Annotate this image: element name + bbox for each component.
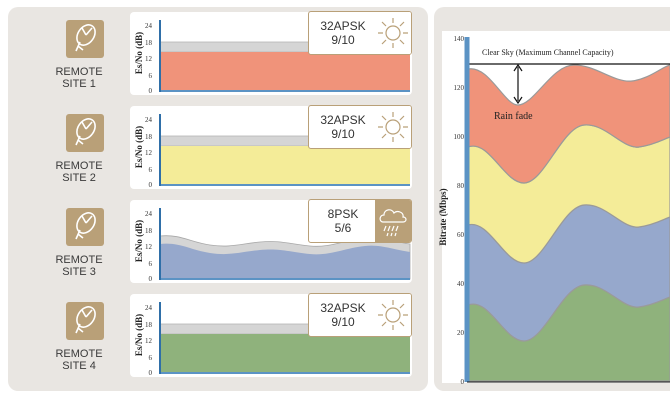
remote-site-1: REMOTE SITE 1 Es/No (dB) 24 18 12 6 0 32A… <box>55 11 420 100</box>
site-label: REMOTE SITE 1 <box>55 66 103 90</box>
ytick: 80 <box>457 182 465 190</box>
esno-plot <box>159 114 411 186</box>
ytick: 12 <box>145 149 152 157</box>
ytick: 18 <box>145 133 152 141</box>
esno-chart-site-3: Es/No (dB) 24 18 12 6 0 8PSK 5/6 <box>130 199 412 283</box>
modcod-text: 8PSK 5/6 <box>327 207 359 235</box>
rain-fade-annotation: Rain fade <box>494 111 533 122</box>
modcod-card: 32APSK 9/10 <box>308 105 412 149</box>
satellite-dish-icon <box>66 302 104 340</box>
ytick: 24 <box>145 22 152 30</box>
ytick: 6 <box>148 260 153 268</box>
modcod-card: 32APSK 9/10 <box>308 293 412 337</box>
ytick: 12 <box>145 337 152 345</box>
modcod-text: 32APSK 9/10 <box>320 113 366 141</box>
site-label: REMOTE SITE 2 <box>55 160 103 184</box>
esno-chart-site-4: Es/No (dB) 24 18 12 6 0 32APSK 9/10 <box>130 293 412 377</box>
sun-icon <box>375 106 411 148</box>
esno-plot <box>159 20 411 92</box>
ytick: 12 <box>145 243 152 251</box>
ytick: 0 <box>461 378 465 386</box>
ytick: 6 <box>148 166 153 174</box>
satellite-dish-icon <box>66 20 104 58</box>
ytick: 40 <box>457 280 465 288</box>
modcod-text: 32APSK 9/10 <box>320 19 366 47</box>
remote-site-2: REMOTE SITE 2 Es/No (dB) 24 18 12 6 0 32A… <box>55 105 420 194</box>
ytick: 0 <box>148 181 153 189</box>
ytick: 12 <box>145 55 152 63</box>
ytick: 20 <box>457 329 465 337</box>
ytick: 24 <box>145 304 152 312</box>
sun-icon <box>375 12 411 54</box>
bitrate-plot: 140 120 100 80 60 40 20 0 Bitrate (Mbps)… <box>438 31 670 386</box>
modcod-card: 32APSK 9/10 <box>308 11 412 55</box>
remote-site-3: REMOTE SITE 3 Es/No (dB) 24 18 12 6 0 8PS… <box>55 199 420 288</box>
satellite-dish-icon <box>66 208 104 246</box>
ytick: 0 <box>148 87 153 95</box>
modcod-text: 32APSK 9/10 <box>320 301 366 329</box>
clear-sky-annotation: Clear Sky (Maximum Channel Capacity) <box>482 48 614 57</box>
ytick: 24 <box>145 116 152 124</box>
ytick: 60 <box>457 231 465 239</box>
ytick: 120 <box>454 84 465 92</box>
bitrate-axis-label: Bitrate (Mbps) <box>438 188 448 245</box>
esno-chart-site-1: Es/No (dB) 24 18 12 6 0 32APSK 9/10 <box>130 11 412 95</box>
ytick: 18 <box>145 227 152 235</box>
bitrate-ticks: 140 120 100 80 60 40 20 0 <box>454 35 465 386</box>
ytick: 100 <box>454 133 465 141</box>
ytick: 18 <box>145 39 152 47</box>
esno-chart-site-2: Es/No (dB) 24 18 12 6 0 32APSK 9/10 <box>130 105 412 189</box>
ytick: 0 <box>148 369 153 377</box>
rain-cloud-icon <box>375 200 411 242</box>
modcod-card: 8PSK 5/6 <box>308 199 412 243</box>
ytick: 0 <box>148 275 153 283</box>
ytick: 18 <box>145 321 152 329</box>
site-label: REMOTE SITE 3 <box>55 254 103 278</box>
ytick: 6 <box>148 72 153 80</box>
ytick: 24 <box>145 210 152 218</box>
site-label: REMOTE SITE 4 <box>55 348 103 372</box>
esno-plot <box>159 208 411 280</box>
satellite-dish-icon <box>66 114 104 152</box>
bitrate-chart: 140 120 100 80 60 40 20 0 Bitrate (Mbps)… <box>434 7 670 391</box>
ytick: 140 <box>454 35 465 43</box>
ytick: 6 <box>148 354 153 362</box>
remote-site-4: REMOTE SITE 4 Es/No (dB) 24 18 12 6 0 32A… <box>55 293 420 382</box>
esno-plot <box>159 302 411 374</box>
sun-icon <box>375 294 411 336</box>
